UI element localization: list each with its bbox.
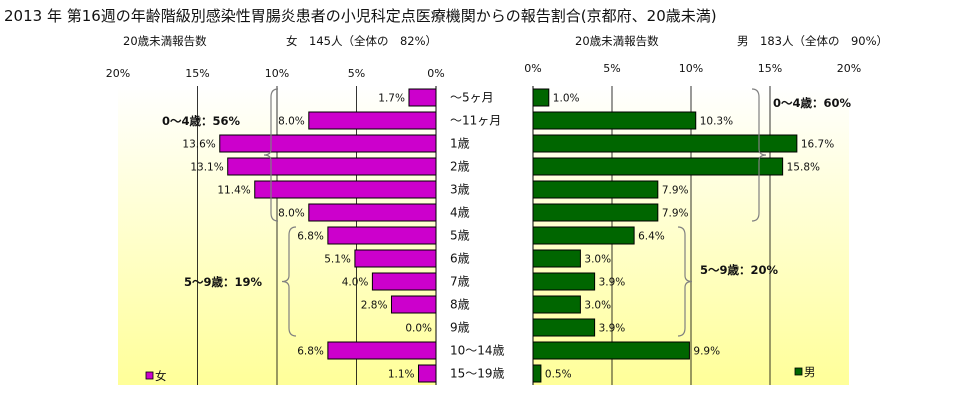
female-bar: [328, 227, 436, 244]
male-value-label: 7.9%: [662, 208, 689, 220]
male-bar: [533, 250, 580, 267]
male-value-label: 3.9%: [599, 323, 626, 335]
male-legend-label: 男: [804, 365, 816, 379]
male-value-label: 10.3%: [700, 116, 733, 128]
male-value-label: 3.9%: [599, 277, 626, 289]
female-value-label: 1.7%: [378, 93, 405, 105]
male-group-label-5-9: 5～9歳：20%: [700, 263, 779, 277]
male-bar: [533, 296, 580, 313]
male-value-label: 9.9%: [693, 346, 720, 358]
category-label: ～11ヶ月: [450, 114, 501, 128]
male-bar: [533, 342, 689, 359]
female-legend-swatch: [146, 372, 153, 379]
male-bar: [533, 365, 541, 382]
female-group-label-5-9: 5～9歳：19%: [184, 275, 263, 289]
male-bar: [533, 204, 658, 221]
female-legend-label: 女: [155, 369, 167, 383]
male-value-label: 16.7%: [801, 139, 834, 151]
female-value-label: 13.1%: [190, 162, 223, 174]
category-label: 8歳: [450, 298, 470, 312]
female-tick-label: 5%: [348, 67, 365, 80]
female-bar: [220, 135, 436, 152]
female-bar: [391, 296, 436, 313]
male-bar: [533, 135, 797, 152]
female-bar: [419, 365, 436, 382]
male-bar: [533, 112, 696, 129]
male-value-label: 3.0%: [584, 300, 611, 312]
category-label: 7歳: [450, 275, 470, 289]
male-value-label: 6.4%: [638, 231, 665, 243]
female-value-label: 0.0%: [405, 323, 432, 335]
male-tick-label: 0%: [524, 62, 541, 75]
male-tick-label: 20%: [837, 62, 861, 75]
female-value-label: 6.8%: [297, 231, 324, 243]
category-label: 5歳: [450, 229, 470, 243]
female-value-label: 11.4%: [217, 185, 250, 197]
female-value-label: 6.8%: [297, 346, 324, 358]
male-tick-label: 15%: [758, 62, 782, 75]
male-legend-swatch: [795, 368, 802, 375]
female-value-label: 8.0%: [278, 116, 305, 128]
male-value-label: 1.0%: [553, 93, 580, 105]
female-bar: [309, 112, 436, 129]
female-bar: [328, 342, 436, 359]
female-header-count-label: 20歳未満報告数: [123, 34, 207, 48]
age-distribution-chart: 2013 年 第16週の年齢階級別感染性胃腸炎患者の小児科定点医療機関からの報告…: [0, 0, 968, 417]
chart-title: 2013 年 第16週の年齢階級別感染性胃腸炎患者の小児科定点医療機関からの報告…: [4, 7, 717, 25]
male-bar: [533, 227, 634, 244]
category-label: 6歳: [450, 252, 470, 266]
category-label: 4歳: [450, 206, 470, 220]
male-group-label-0-4: 0～4歳：60%: [773, 96, 852, 110]
female-bar: [309, 204, 436, 221]
male-value-label: 15.8%: [787, 162, 820, 174]
category-label: 2歳: [450, 160, 470, 174]
female-group-label-0-4: 0～4歳：56%: [162, 114, 241, 128]
male-header-total: 男 183人（全体の 90%）: [737, 34, 888, 48]
category-label: 9歳: [450, 321, 470, 335]
female-tick-label: 0%: [427, 67, 444, 80]
male-value-label: 7.9%: [662, 185, 689, 197]
female-value-label: 13.6%: [182, 139, 215, 151]
female-tick-label: 10%: [265, 67, 289, 80]
chart-stage: 2013 年 第16週の年齢階級別感染性胃腸炎患者の小児科定点医療機関からの報告…: [0, 0, 968, 417]
category-label: ～5ヶ月: [450, 91, 494, 105]
male-bar: [533, 319, 595, 336]
female-bar: [372, 273, 436, 290]
category-label: 15～19歳: [450, 367, 505, 381]
plot-backgrounds: [118, 86, 849, 385]
female-tick-label: 20%: [106, 67, 130, 80]
female-bar: [409, 89, 436, 106]
male-bar: [533, 273, 595, 290]
male-tick-label: 10%: [679, 62, 703, 75]
female-value-label: 5.1%: [324, 254, 351, 266]
category-label: 3歳: [450, 183, 470, 197]
female-tick-label: 15%: [185, 67, 209, 80]
female-bar: [228, 158, 436, 175]
male-tick-label: 5%: [603, 62, 620, 75]
male-value-label: 3.0%: [584, 254, 611, 266]
male-bar: [533, 181, 658, 198]
male-header-count-label: 20歳未満報告数: [575, 34, 659, 48]
female-value-label: 4.0%: [342, 277, 369, 289]
female-value-label: 1.1%: [388, 369, 415, 381]
female-value-label: 2.8%: [361, 300, 388, 312]
category-label: 10～14歳: [450, 344, 505, 358]
female-bar: [255, 181, 436, 198]
female-header-total: 女 145人（全体の 82%）: [286, 34, 437, 48]
female-value-label: 8.0%: [278, 208, 305, 220]
male-bar: [533, 89, 549, 106]
male-bar: [533, 158, 783, 175]
female-bar: [355, 250, 436, 267]
category-label: 1歳: [450, 137, 470, 151]
male-value-label: 0.5%: [545, 369, 572, 381]
